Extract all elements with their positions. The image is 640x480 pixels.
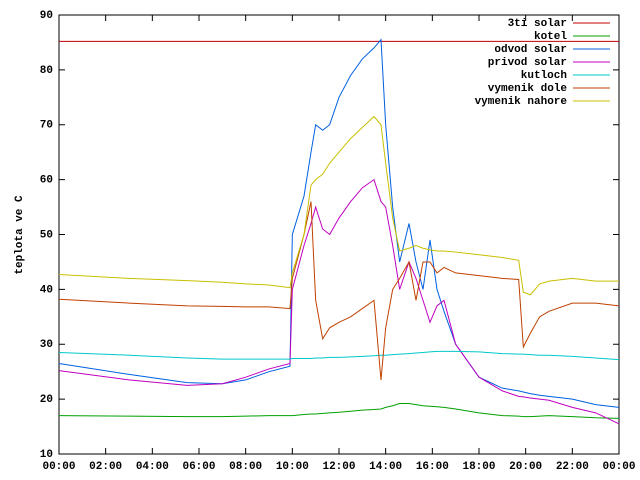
- series-line: [58, 403, 620, 419]
- legend-label: vymenik dole: [488, 83, 568, 95]
- x-tick-label: 20:00: [509, 461, 542, 473]
- y-tick-label: 80: [40, 65, 53, 77]
- x-tick-label: 22:00: [556, 461, 589, 473]
- y-tick-label: 70: [40, 120, 53, 132]
- y-tick-label: 90: [40, 10, 53, 22]
- x-tick-label: 00:00: [42, 461, 75, 473]
- x-tick-label: 06:00: [182, 461, 215, 473]
- y-tick-label: 30: [40, 339, 53, 351]
- series-line: [58, 201, 620, 380]
- legend-label: kotel: [534, 31, 567, 43]
- legend-label: privod solar: [488, 57, 567, 69]
- legend-label: kutloch: [521, 70, 567, 82]
- x-tick-label: 02:00: [89, 461, 122, 473]
- series-line: [58, 350, 620, 361]
- x-tick-label: 08:00: [229, 461, 262, 473]
- x-tick-label: 14:00: [369, 461, 402, 473]
- y-tick-label: 10: [40, 449, 53, 461]
- x-tick-label: 16:00: [416, 461, 449, 473]
- x-tick-label: 00:00: [602, 461, 635, 473]
- y-tick-label: 60: [40, 175, 53, 187]
- series-line: [58, 115, 619, 296]
- x-tick-label: 04:00: [136, 461, 169, 473]
- y-axis-label: teplota ve C: [14, 195, 26, 275]
- legend-label: odvod solar: [494, 44, 567, 56]
- x-tick-label: 10:00: [276, 461, 309, 473]
- legend-label: 3ti solar: [508, 18, 567, 30]
- series-line: [58, 178, 620, 425]
- y-tick-label: 40: [40, 284, 53, 296]
- x-tick-label: 18:00: [462, 461, 495, 473]
- legend-label: vymenik nahore: [475, 96, 568, 108]
- y-tick-label: 50: [40, 229, 53, 241]
- y-tick-label: 20: [40, 394, 53, 406]
- x-tick-label: 12:00: [322, 461, 355, 473]
